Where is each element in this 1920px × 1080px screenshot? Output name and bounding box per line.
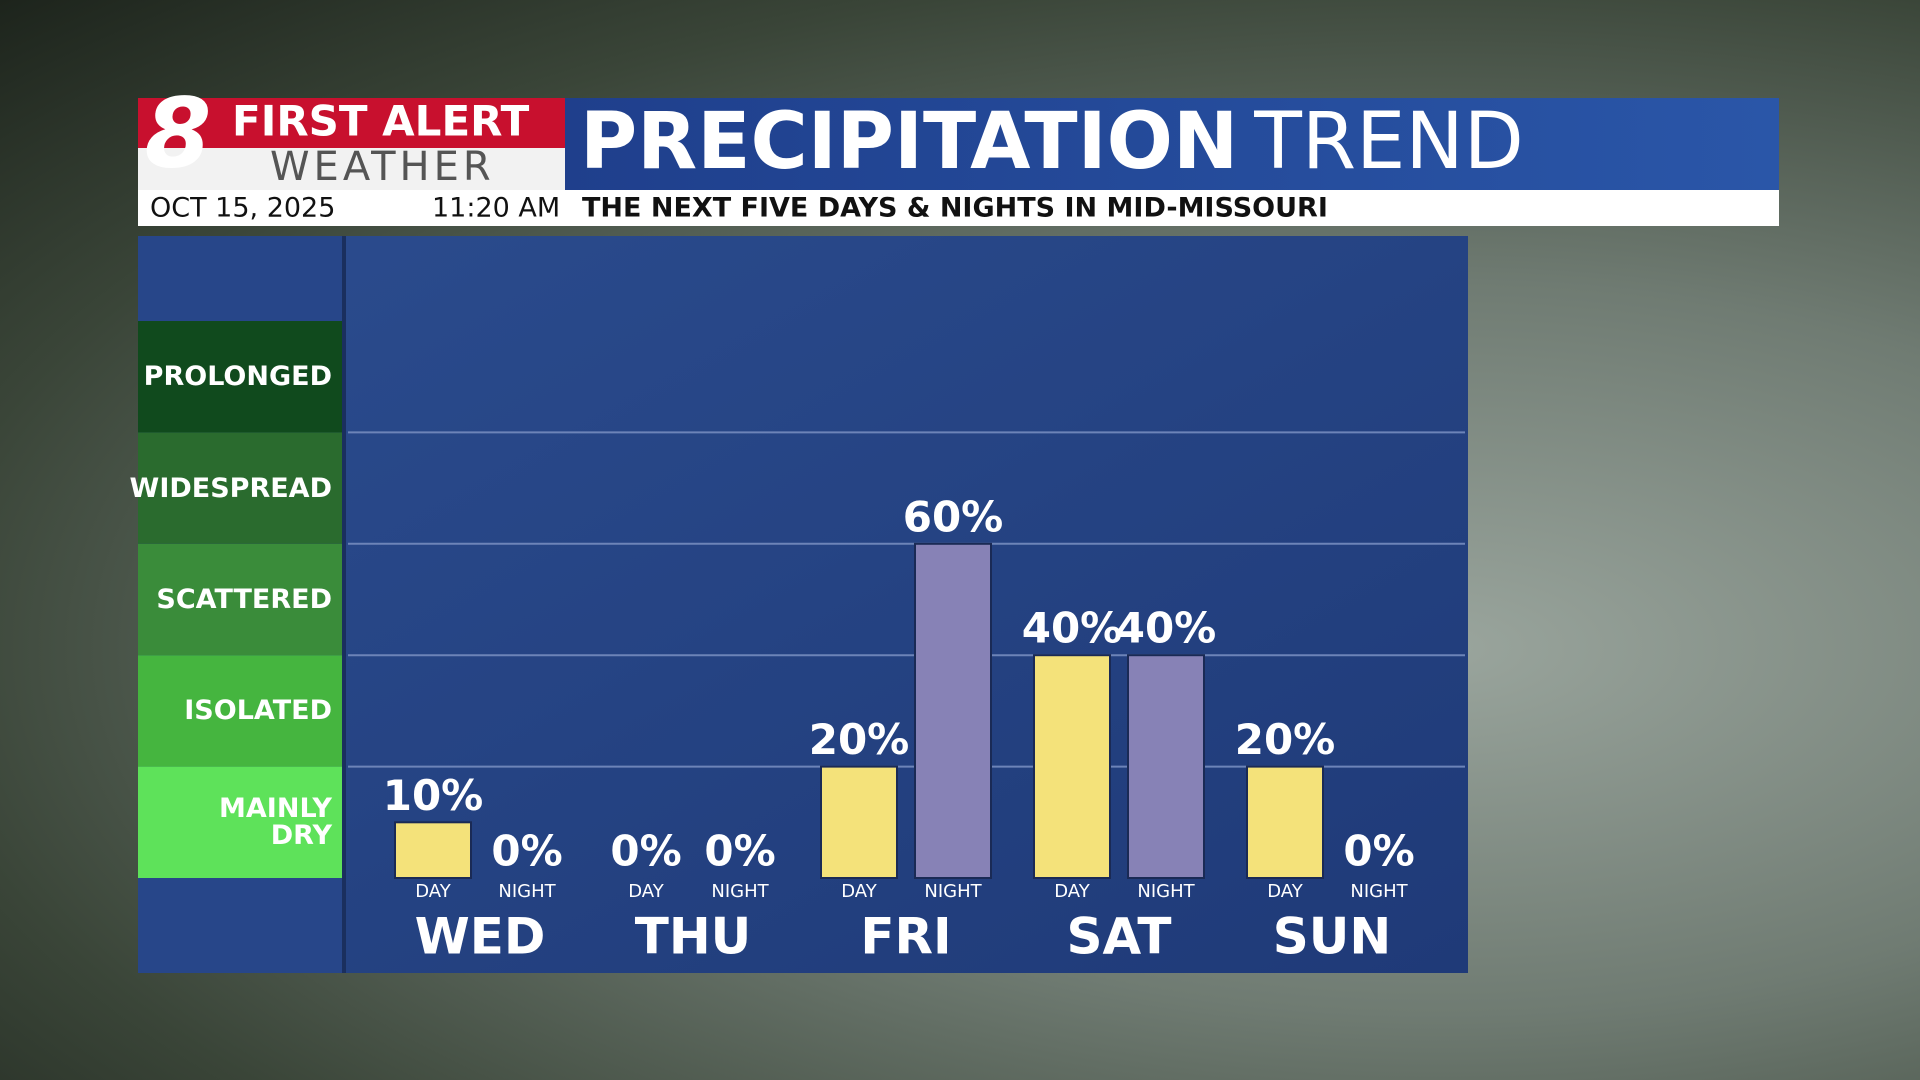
band-label: SCATTERED <box>156 583 332 615</box>
bar <box>394 821 472 879</box>
value-label: 0% <box>704 827 775 876</box>
value-label: 40% <box>1022 604 1123 653</box>
bar <box>1127 654 1205 880</box>
band <box>138 655 342 767</box>
logo-number: 8 <box>145 77 212 189</box>
series-label: NIGHT <box>1137 881 1195 902</box>
subtitle-bar <box>138 190 1779 226</box>
title-bold: PRECIPITATION <box>580 97 1238 187</box>
series-label: DAY <box>628 881 664 902</box>
series-label: DAY <box>1054 881 1090 902</box>
band <box>138 432 342 544</box>
value-label: 20% <box>1235 715 1336 764</box>
x-tick-label: FRI <box>860 908 951 966</box>
series-label: NIGHT <box>924 881 982 902</box>
time: 11:20 AM <box>432 193 560 224</box>
bar <box>820 765 898 879</box>
band <box>138 766 342 878</box>
band-label: PROLONGED <box>143 361 332 393</box>
band <box>138 321 342 433</box>
bar <box>914 542 992 879</box>
value-label: 0% <box>610 827 681 876</box>
series-label: DAY <box>415 881 451 902</box>
series-label: DAY <box>1267 881 1303 902</box>
band-label: ISOLATED <box>184 695 332 727</box>
bar <box>1033 654 1111 880</box>
x-tick-label: SUN <box>1273 908 1391 966</box>
x-tick-label: THU <box>635 908 752 966</box>
value-label: 20% <box>809 715 910 764</box>
value-label: 40% <box>1116 604 1217 653</box>
series-label: NIGHT <box>1350 881 1408 902</box>
logo-bottom: WEATHER <box>270 144 495 190</box>
value-label: 0% <box>1343 827 1414 876</box>
divider <box>342 236 346 973</box>
series-label: DAY <box>841 881 877 902</box>
logo-lower <box>138 148 565 190</box>
x-tick-label: SAT <box>1067 908 1172 966</box>
chart-title: PRECIPITATION TREND <box>580 97 1524 187</box>
value-label: 0% <box>491 827 562 876</box>
title-bar <box>565 98 1779 190</box>
band <box>138 543 342 656</box>
logo-top: FIRST ALERT <box>232 97 530 146</box>
chart-subtitle: THE NEXT FIVE DAYS & NIGHTS IN MID-MISSO… <box>582 193 1328 224</box>
x-tick-label: WED <box>415 908 546 966</box>
date: OCT 15, 2025 <box>150 193 335 224</box>
band-label: MAINLY DRY <box>219 793 332 852</box>
bar <box>1246 765 1324 879</box>
title-light: TREND <box>1253 97 1524 187</box>
series-label: NIGHT <box>711 881 769 902</box>
band-label: WIDESPREAD <box>129 472 332 504</box>
value-label: 10% <box>383 771 484 820</box>
series-label: NIGHT <box>498 881 556 902</box>
value-label: 60% <box>903 492 1004 541</box>
